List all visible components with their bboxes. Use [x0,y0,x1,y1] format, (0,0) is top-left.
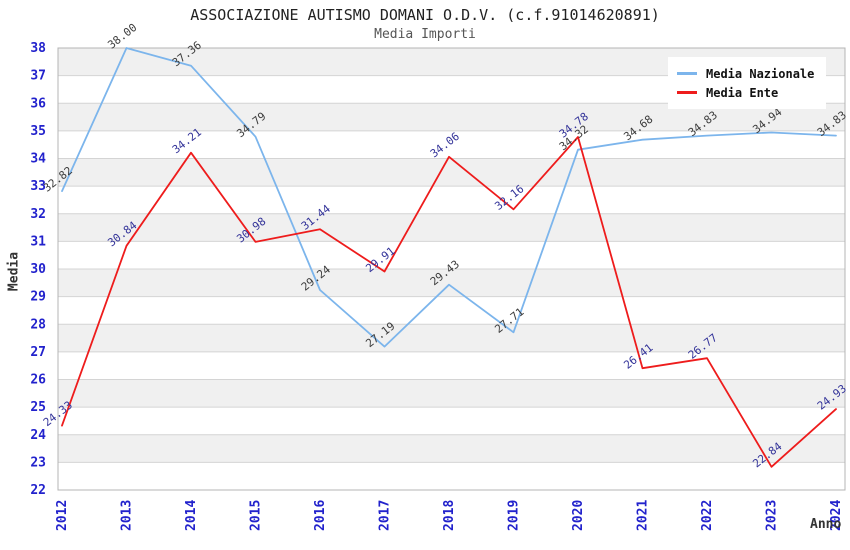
y-tick-label: 28 [30,317,46,332]
legend-line-swatch-nazionale [677,72,697,75]
data-point-label-media-ente: 32.16 [492,182,526,213]
legend-label-media-ente: Media Ente [706,85,779,100]
x-tick-label: 2017 [378,500,393,531]
series-line-media-ente [61,136,837,468]
x-tick-label: 2023 [765,500,780,531]
background-band [58,158,845,187]
y-tick-label: 38 [30,41,46,56]
y-tick-label: 27 [30,345,46,360]
y-tick-label: 24 [30,428,46,443]
x-tick-label: 2022 [700,500,715,531]
legend-line-swatch-ente [677,91,697,94]
x-tick-label: 2024 [829,500,844,531]
y-tick-label: 23 [30,455,46,470]
chart-title: ASSOCIAZIONE AUTISMO DOMANI O.D.V. (c.f.… [190,6,660,24]
y-axis-title: Media [6,251,22,292]
x-tick-label: 2014 [184,500,199,531]
legend-entry-media-ente: Media Ente [677,83,817,102]
y-tick-label: 29 [30,290,46,305]
y-tick-label: 22 [30,483,46,498]
x-tick-label: 2019 [507,500,522,531]
y-tick-label: 33 [30,179,46,194]
background-band [58,379,845,408]
x-tick-label: 2021 [636,500,651,531]
y-tick-label: 34 [30,152,46,167]
x-tick-label: 2013 [120,500,135,531]
x-tick-label: 2015 [249,500,264,531]
y-tick-label: 37 [30,69,46,84]
y-tick-label: 31 [30,234,46,249]
background-band [58,269,845,297]
x-tick-label: 2012 [55,500,70,531]
data-point-label-media-nazionale: 38.00 [105,21,139,52]
x-tick-label: 2016 [313,500,328,531]
legend-entry-media-nazionale: Media Nazionale [677,64,817,83]
chart-subtitle: Media Importi [374,27,476,42]
x-tick-label: 2020 [571,500,586,531]
background-band [58,324,845,352]
y-tick-label: 35 [30,124,46,139]
y-tick-label: 36 [30,96,46,111]
legend: Media Nazionale Media Ente [668,57,826,109]
series-line-media-nazionale [61,47,837,348]
background-band [58,213,845,242]
legend-label-media-nazionale: Media Nazionale [706,66,815,81]
y-tick-label: 26 [30,373,46,388]
y-tick-label: 30 [30,262,46,277]
y-tick-label: 25 [30,400,46,415]
plot-border [57,47,846,491]
y-tick-label: 32 [30,207,46,222]
data-point-label-media-ente: 34.06 [428,130,462,161]
x-tick-label: 2018 [442,500,457,531]
x-axis-title: Anno [810,517,842,532]
background-band [58,434,845,463]
